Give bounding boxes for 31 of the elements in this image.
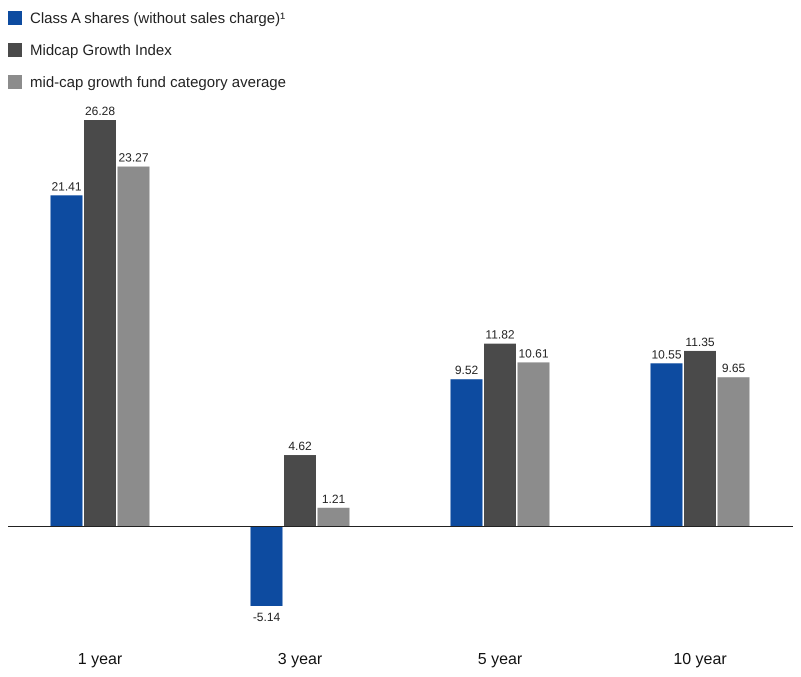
bar [318, 508, 350, 526]
data-label: 4.62 [288, 439, 312, 454]
bar [684, 350, 716, 526]
x-tick-label: 5 year [478, 651, 523, 668]
legend-label: mid-cap growth fund category average [30, 74, 286, 91]
x-tick-label: 3 year [278, 651, 323, 668]
data-label: 10.55 [651, 347, 682, 362]
bar [250, 526, 282, 606]
data-label: 11.82 [485, 328, 515, 342]
data-label: 10.61 [518, 346, 549, 360]
x-tick-label: 10 year [673, 651, 728, 668]
data-label: -5.14 [252, 610, 280, 624]
data-label: 21.41 [51, 179, 82, 194]
data-label: 23.27 [118, 150, 149, 165]
bar [518, 362, 550, 526]
bar [650, 363, 682, 526]
data-label: 9.52 [454, 363, 478, 378]
bar [284, 455, 316, 526]
bar [718, 377, 750, 526]
bar [84, 120, 116, 526]
bar [118, 166, 150, 526]
data-label: 1.21 [322, 492, 346, 506]
legend-label: Midcap Growth Index [30, 42, 172, 59]
bar [450, 379, 482, 526]
x-tick-label: 1 year [78, 651, 123, 668]
bar [50, 195, 82, 526]
data-label: 11.35 [685, 334, 715, 349]
data-label: 9.65 [722, 361, 746, 376]
data-label: 26.28 [84, 104, 116, 118]
bar [484, 344, 516, 526]
legend-label: Class A shares (without sales charge)¹ [30, 10, 286, 27]
